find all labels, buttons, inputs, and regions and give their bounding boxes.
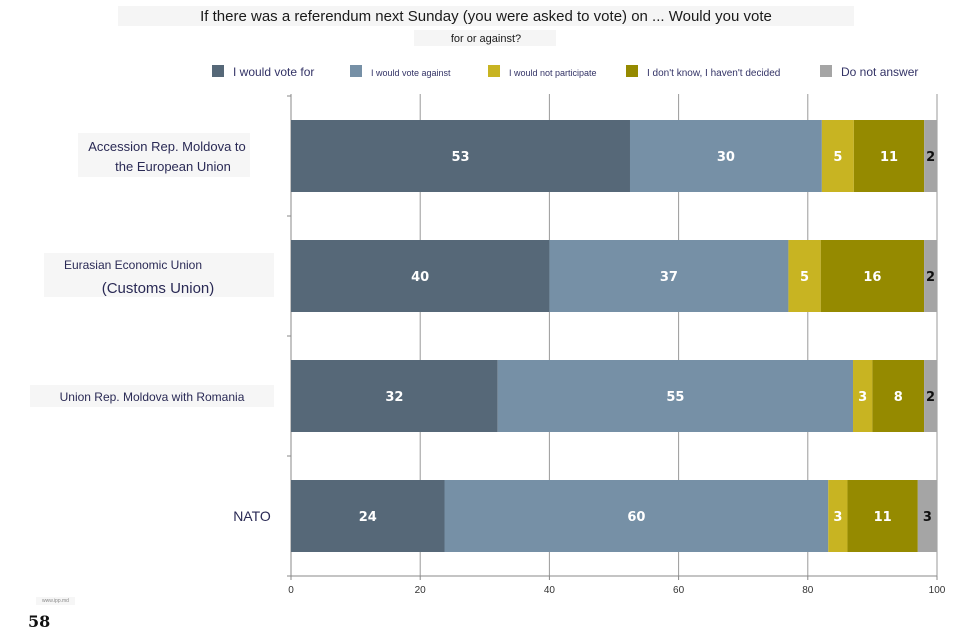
bar-segment [872,360,925,432]
bar-segment [497,360,854,432]
legend-item-3: I don't know, I haven't decided [626,65,780,79]
legend-item-2: I would not participate [488,65,597,78]
bar-value-label: 2 [926,270,935,285]
legend-swatch [488,65,500,77]
bar-segment [291,480,445,552]
category-label-bg [44,253,274,297]
legend-label: I would not participate [509,68,597,78]
bar-value-label: 3 [833,510,842,525]
bar-segment [917,480,937,552]
bar-value-label: 24 [359,510,377,525]
bar-segment [629,120,822,192]
category-label-line: Eurasian Economic Union [64,258,202,272]
legend-item-1: I would vote against [350,65,451,78]
bar-value-label: 3 [858,390,867,405]
bar-value-label: 60 [627,510,645,525]
bar-value-label: 11 [880,150,898,165]
bar-segment [821,120,854,192]
bar-segment [444,480,829,552]
bar-value-label: 16 [863,270,881,285]
category-label-bg [78,133,250,177]
bar-segment [828,480,848,552]
bar-value-label: 32 [385,390,403,405]
chart-title-line-2: for or against? [451,33,521,45]
source-note: www.ipp.md [36,597,75,605]
category-labels: Accession Rep. Moldova to the European Un… [30,133,274,524]
bar-value-label: 5 [833,150,842,165]
bar-segment [924,120,937,192]
bar-value-label: 30 [717,150,735,165]
x-tick-label: 80 [802,585,814,596]
category-label-3: NATO [233,508,271,524]
legend-swatch [212,65,224,77]
chart-bars: 53 30 5 11 2 40 37 5 16 2 32 55 3 8 2 24 60 3 11 3 [291,120,937,552]
bar-segment [549,240,789,312]
chart-title-line-1: If there was a referendum next Sunday (y… [200,8,772,25]
chart-title: If there was a referendum next Sunday (y… [118,6,854,46]
x-tick-label: 0 [288,585,294,596]
bar-segment [924,240,937,312]
legend-label: Do not answer [841,65,918,79]
bar-value-label: 8 [894,390,903,405]
bar-segment [853,120,925,192]
bar-value-label: 37 [660,270,678,285]
bar-value-label: 55 [666,390,684,405]
bar-segment [291,360,498,432]
bar-value-label: 40 [411,270,429,285]
category-label-line: Union Rep. Moldova with Romania [60,390,245,404]
bar-value-label: 53 [451,150,469,165]
legend-label: I would vote against [371,68,451,78]
category-label-line: NATO [233,508,271,524]
legend-label: I would vote for [233,65,314,79]
bar-value-label: 2 [926,150,935,165]
x-axis: 0 20 40 60 80 100 [288,575,946,596]
category-label-line: Accession Rep. Moldova to [88,139,246,154]
legend-swatch [626,65,638,77]
category-label-bg [30,385,274,407]
category-label-line: (Customs Union) [102,280,215,297]
page-number: 58 [28,612,51,631]
chart-legend: I would vote for I would vote against I wo… [212,65,918,79]
legend-item-4: Do not answer [820,65,918,79]
legend-swatch [820,65,832,77]
bar-value-label: 2 [926,390,935,405]
legend-swatch [350,65,362,77]
bar-segment [291,240,550,312]
bar-segment [291,120,630,192]
bar-segment [924,360,937,432]
x-tick-label: 60 [673,585,685,596]
bar-segment [847,480,918,552]
x-tick-label: 100 [929,585,946,596]
x-tick-label: 20 [415,585,427,596]
category-label-0: Accession Rep. Moldova to the European Un… [78,133,250,177]
bar-value-label: 5 [800,270,809,285]
bar-segment [788,240,821,312]
bar-value-label: 11 [874,510,892,525]
bar-segment [820,240,925,312]
category-label-1: Eurasian Economic Union (Customs Union) [44,253,274,297]
bar-value-label: 3 [923,510,932,525]
legend-item-0: I would vote for [212,65,314,79]
category-label-2: Union Rep. Moldova with Romania [30,385,274,407]
legend-label: I don't know, I haven't decided [647,68,780,79]
bar-segment [853,360,873,432]
category-label-line: the European Union [115,159,231,174]
x-tick-label: 40 [544,585,556,596]
